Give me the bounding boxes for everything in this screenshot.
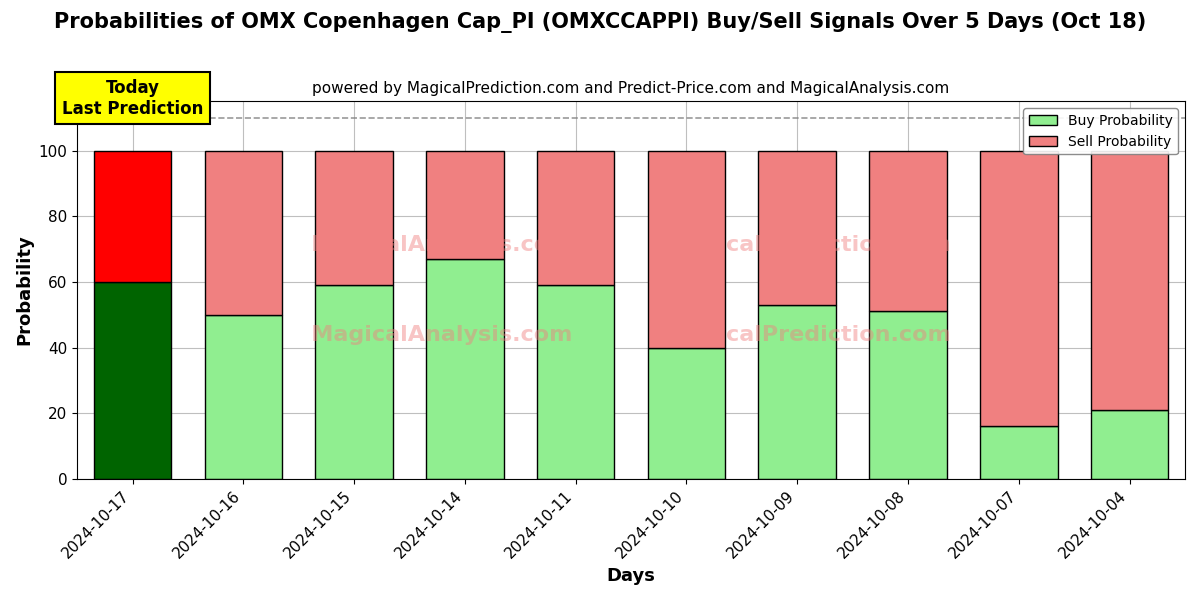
Bar (204, 151, 282, 314)
X-axis label: Days: Days (607, 567, 655, 585)
Bar (648, 151, 725, 347)
Bar (426, 259, 504, 479)
Bar (204, 314, 282, 479)
Title: powered by MagicalPrediction.com and Predict-Price.com and MagicalAnalysis.com: powered by MagicalPrediction.com and Pre… (312, 81, 949, 96)
Bar (94, 151, 172, 282)
Text: MagicalAnalysis.com            MagicalPrediction.com: MagicalAnalysis.com MagicalPrediction.co… (288, 235, 974, 255)
Bar (316, 151, 392, 285)
Bar (426, 151, 504, 259)
Text: MagicalAnalysis.com            MagicalPrediction.com: MagicalAnalysis.com MagicalPrediction.co… (288, 325, 974, 346)
Bar (316, 285, 392, 479)
Bar (648, 347, 725, 479)
Text: Today
Last Prediction: Today Last Prediction (62, 79, 203, 118)
Bar (536, 151, 614, 285)
Bar (1091, 151, 1169, 410)
Bar (758, 305, 836, 479)
Bar (94, 282, 172, 479)
Bar (536, 285, 614, 479)
Text: Probabilities of OMX Copenhagen Cap_PI (OMXCCAPPI) Buy/Sell Signals Over 5 Days : Probabilities of OMX Copenhagen Cap_PI (… (54, 12, 1146, 33)
Bar (758, 151, 836, 305)
Legend: Buy Probability, Sell Probability: Buy Probability, Sell Probability (1024, 108, 1178, 154)
Bar (869, 311, 947, 479)
Y-axis label: Probability: Probability (14, 235, 32, 346)
Bar (980, 151, 1057, 426)
Bar (980, 426, 1057, 479)
Bar (869, 151, 947, 311)
Bar (1091, 410, 1169, 479)
